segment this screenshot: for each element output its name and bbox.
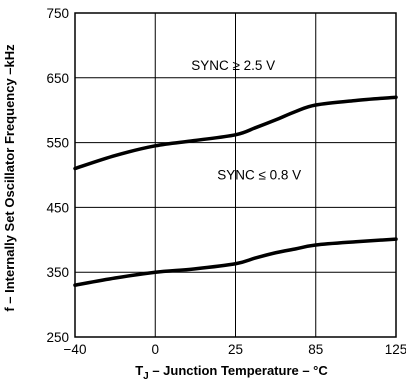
y-tick-label: 650: [46, 71, 69, 86]
y-tick-label: 450: [46, 200, 69, 215]
x-tick-labels: −40 0 25 85 125: [64, 342, 406, 357]
x-tick-label: −40: [64, 342, 87, 357]
y-tick-label: 550: [46, 136, 69, 151]
x-axis-title-main: T: [135, 363, 143, 378]
plot-frame: [74, 12, 397, 338]
y-tick-label: 750: [46, 6, 69, 21]
x-tick-label: 25: [228, 342, 243, 357]
series-label-sync-high: SYNC ≥ 2.5 V: [191, 58, 275, 73]
x-axis-title-subscript: J: [143, 371, 149, 382]
series-label-sync-low: SYNC ≤ 0.8 V: [217, 167, 301, 182]
x-axis-title: TJ – Junction Temperature – °C: [135, 363, 328, 382]
y-tick-labels: 250 350 450 550 650 750: [46, 6, 69, 345]
x-tick-label: 125: [385, 342, 406, 357]
series-line-0: [73, 95, 398, 171]
x-axis-title-rest: – Junction Temperature – °C: [149, 363, 329, 378]
x-tick-label: 85: [308, 342, 323, 357]
y-tick-label: 250: [46, 330, 69, 345]
y-tick-label: 350: [46, 265, 69, 280]
grid: [75, 13, 396, 337]
x-tick-label: 0: [151, 342, 159, 357]
series-line-1: [73, 237, 398, 287]
y-axis-title: f – Internally Set Oscillator Frequency …: [2, 44, 17, 312]
plot-lines: [73, 95, 398, 287]
